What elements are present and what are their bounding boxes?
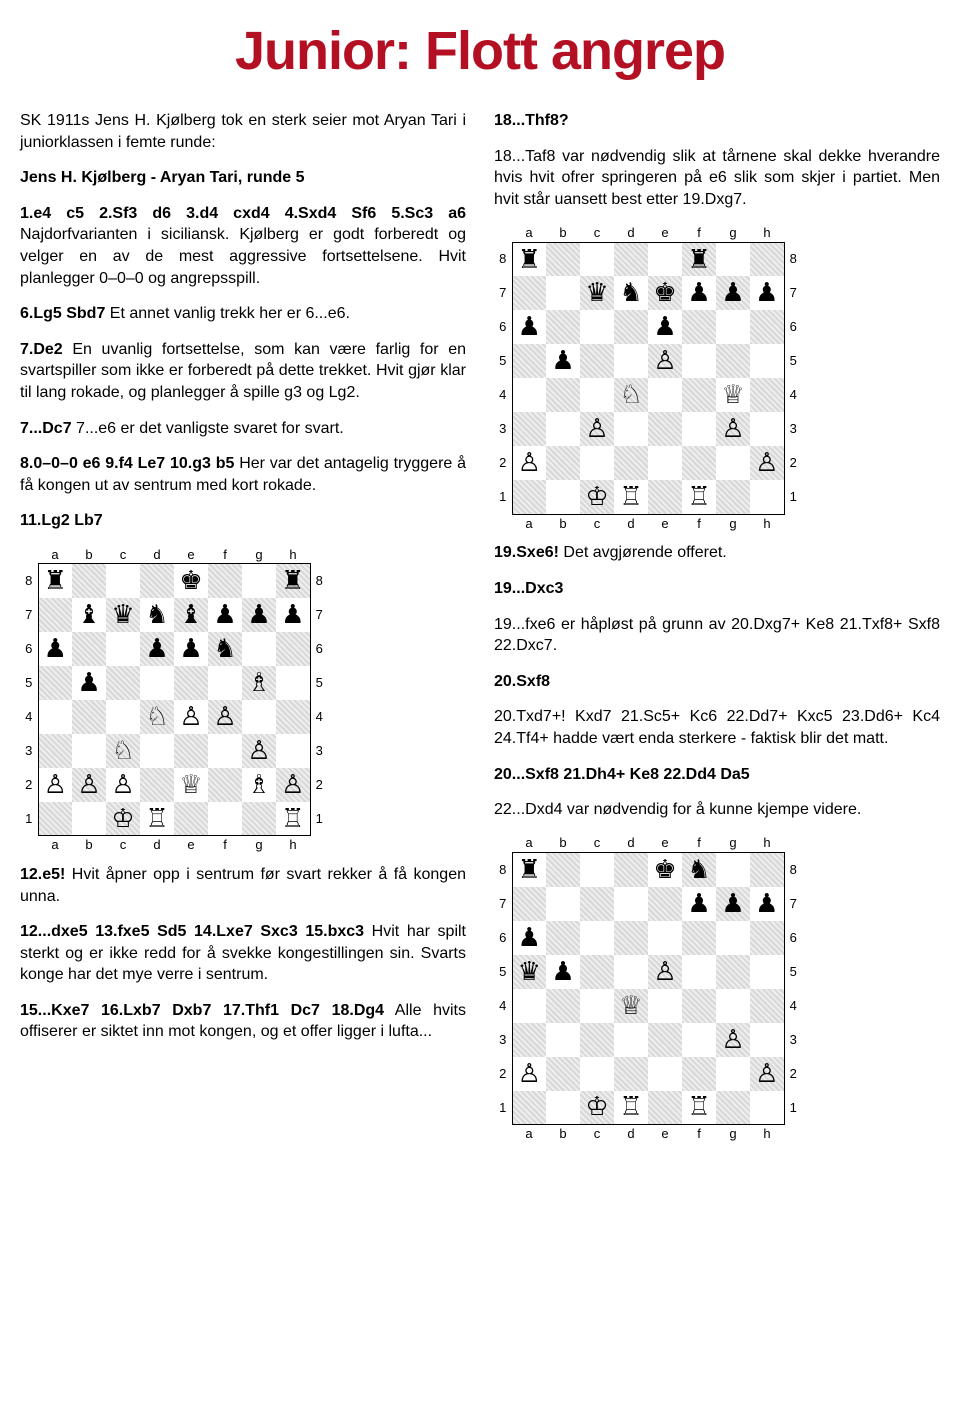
note-r9: 22...Dxd4 var nødvendig for å kunne kjem… xyxy=(494,799,940,821)
move-block-9: 15...Kxe7 16.Lxb7 Dxb7 17.Thf1 Dc7 18.Dg… xyxy=(20,1000,466,1043)
move-block-5: 8.0–0–0 e6 9.f4 Le7 10.g3 b5 Her var det… xyxy=(20,453,466,496)
note-r2: 18...Taf8 var nødvendig slik at tårnene … xyxy=(494,146,940,211)
two-column-layout: SK 1911s Jens H. Kjølberg tok en sterk s… xyxy=(20,110,940,1153)
move-block-6: 11.Lg2 Lb7 xyxy=(20,510,466,532)
move-block-r1: 18...Thf8? xyxy=(494,110,940,132)
chess-diagram-1: abcdefgh8♜♚♜87♝♛♞♝♟♟♟76♟♟♟♞65♟♗54♘♙♙43♘♙… xyxy=(20,546,466,854)
right-column: 18...Thf8? 18...Taf8 var nødvendig slik … xyxy=(494,110,940,1153)
intro-text: SK 1911s Jens H. Kjølberg tok en sterk s… xyxy=(20,110,466,153)
move-block-8: 12...dxe5 13.fxe5 Sd5 14.Lxe7 Sxc3 15.bx… xyxy=(20,921,466,986)
page-title: Junior: Flott angrep xyxy=(20,20,940,82)
move-block-r8: 20...Sxf8 21.Dh4+ Ke8 22.Dd4 Da5 xyxy=(494,764,940,786)
move-block-4: 7...Dc7 7...e6 er det vanligste svaret f… xyxy=(20,418,466,440)
move-block-3: 7.De2 En uvanlig fortsettelse, som kan v… xyxy=(20,339,466,404)
chess-diagram-2: abcdefgh8♜♜87♛♞♚♟♟♟76♟♟65♟♙54♘♕43♙♙32♙♙2… xyxy=(494,224,940,532)
move-block-r3: 19.Sxe6! Det avgjørende offeret. xyxy=(494,542,940,564)
move-block-2: 6.Lg5 Sbd7 Et annet vanlig trekk her er … xyxy=(20,303,466,325)
note-r5: 19...fxe6 er håpløst på grunn av 20.Dxg7… xyxy=(494,614,940,657)
left-column: SK 1911s Jens H. Kjølberg tok en sterk s… xyxy=(20,110,466,1153)
game-header: Jens H. Kjølberg - Aryan Tari, runde 5 xyxy=(20,167,466,189)
note-r7: 20.Txd7+! Kxd7 21.Sc5+ Kc6 22.Dd7+ Kxc5 … xyxy=(494,706,940,749)
move-block-r4: 19...Dxc3 xyxy=(494,578,940,600)
move-block-r6: 20.Sxf8 xyxy=(494,671,940,693)
chess-diagram-3: abcdefgh8♜♚♞87♟♟♟76♟65♛♟♙54♕43♙32♙♙21♔♖♖… xyxy=(494,835,940,1143)
move-block-1: 1.e4 c5 2.Sf3 d6 3.d4 cxd4 4.Sxd4 Sf6 5.… xyxy=(20,203,466,289)
move-block-7: 12.e5! Hvit åpner opp i sentrum før svar… xyxy=(20,864,466,907)
